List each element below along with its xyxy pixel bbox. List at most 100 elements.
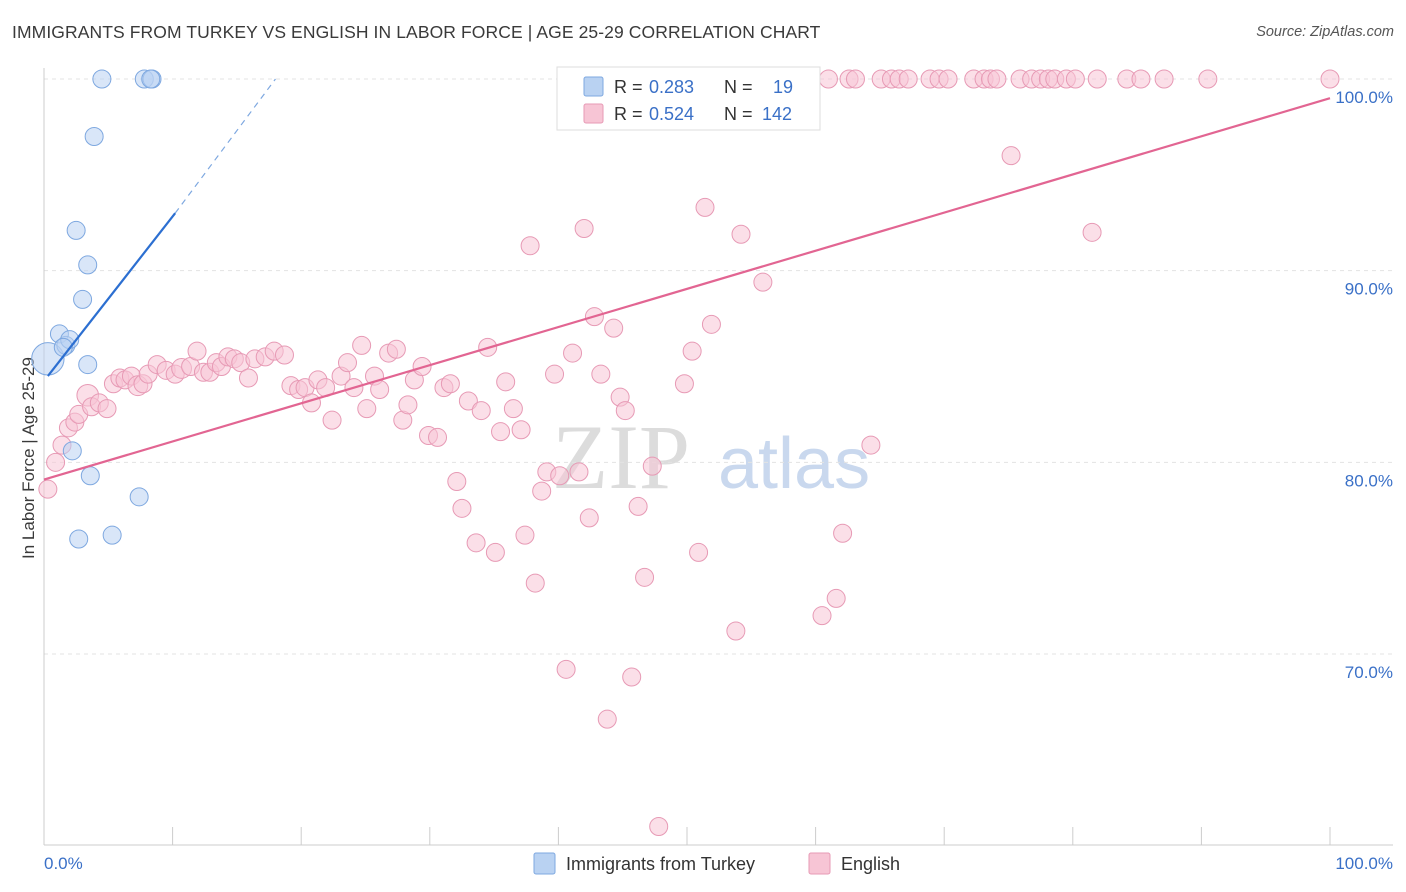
legend-n-label-turkey: N = xyxy=(724,77,753,97)
bottom-legend-swatch-turkey[interactable] xyxy=(533,852,556,875)
scatter-point xyxy=(78,255,98,275)
scatter-point xyxy=(503,399,523,419)
scatter-point xyxy=(628,496,648,516)
scatter-point xyxy=(485,542,505,562)
scatter-point xyxy=(274,345,294,365)
legend-swatch-turkey xyxy=(583,76,604,97)
turkey-points xyxy=(31,69,162,549)
scatter-point xyxy=(337,353,357,373)
scatter-point xyxy=(818,69,838,89)
bottom-legend-label-english[interactable]: English xyxy=(841,854,900,874)
scatter-point xyxy=(73,289,93,309)
scatter-point xyxy=(511,420,531,440)
scatter-point xyxy=(141,69,161,89)
scatter-point xyxy=(898,69,918,89)
y-tick-labels: 70.0% 80.0% 90.0% 100.0% xyxy=(1335,88,1393,682)
chart-source: Source: ZipAtlas.com xyxy=(1256,24,1394,40)
scatter-point xyxy=(579,508,599,528)
scatter-point xyxy=(635,567,655,587)
scatter-point xyxy=(357,399,377,419)
scatter-point xyxy=(556,659,576,679)
scatter-point xyxy=(532,481,552,501)
scatter-point xyxy=(525,573,545,593)
scatter-point xyxy=(466,533,486,553)
scatter-point xyxy=(569,462,589,482)
scatter-point xyxy=(187,341,207,361)
scatter-point xyxy=(622,667,642,687)
trend-line-turkey xyxy=(46,212,177,377)
scatter-point xyxy=(649,817,669,836)
scatter-point xyxy=(701,314,721,334)
legend-r-value-turkey: 0.283 xyxy=(649,77,694,97)
legend-r-value-english: 0.524 xyxy=(649,104,694,124)
scatter-point xyxy=(545,364,565,384)
x-tick-labels: 0.0% 100.0% xyxy=(44,854,1393,873)
scatter-point xyxy=(370,380,390,399)
y-tick-label: 80.0% xyxy=(1345,471,1393,490)
scatter-point xyxy=(861,435,881,455)
series-legend: Immigrants from Turkey English xyxy=(533,852,900,875)
scatter-point xyxy=(46,452,66,472)
scatter-point xyxy=(1154,69,1174,89)
scatter-point xyxy=(452,498,472,518)
scatter-point xyxy=(591,364,611,384)
bottom-legend-label-turkey[interactable]: Immigrants from Turkey xyxy=(566,854,755,874)
scatter-point xyxy=(352,335,372,355)
legend-swatch-english xyxy=(583,103,604,124)
scatter-point xyxy=(695,197,715,217)
scatter-point xyxy=(689,542,709,562)
scatter-point xyxy=(1082,222,1102,242)
scatter-point xyxy=(833,523,853,543)
scatter-point xyxy=(1087,69,1107,89)
scatter-point xyxy=(1001,146,1021,166)
legend-r-label-english: R = xyxy=(614,104,643,124)
trend-line-english xyxy=(43,97,1331,481)
scatter-point xyxy=(102,525,122,545)
axes xyxy=(43,68,1393,846)
scatter-point xyxy=(1198,69,1218,89)
x-tick-label-max: 100.0% xyxy=(1335,854,1393,873)
scatter-point xyxy=(458,391,478,411)
y-tick-label: 70.0% xyxy=(1345,663,1393,682)
scatter-point xyxy=(731,224,751,244)
legend-r-label-turkey: R = xyxy=(614,77,643,97)
scatter-point xyxy=(615,401,635,421)
scatter-point xyxy=(471,401,491,421)
scatter-point xyxy=(66,220,86,240)
y-axis-title: In Labor Force | Age 25-29 xyxy=(19,357,38,559)
scatter-point xyxy=(238,368,258,388)
correlation-legend: R = 0.283 N = 19 R = 0.524 N = 142 xyxy=(556,66,821,131)
scatter-point xyxy=(574,219,594,238)
watermark-zip: ZIP xyxy=(552,406,690,508)
scatter-point xyxy=(845,69,865,89)
scatter-point xyxy=(604,318,624,338)
scatter-point xyxy=(440,374,460,394)
bottom-legend-swatch-english[interactable] xyxy=(808,852,831,875)
scatter-point xyxy=(753,272,773,292)
scatter-point xyxy=(62,441,82,461)
scatter-point xyxy=(563,343,583,363)
legend-n-value-english: 142 xyxy=(762,104,792,124)
legend-n-value-turkey: 19 xyxy=(773,77,793,97)
scatter-point xyxy=(1320,69,1340,89)
scatter-point xyxy=(80,466,100,486)
trend-line-turkey-extension xyxy=(174,78,276,214)
scatter-point xyxy=(447,472,467,491)
scatter-point xyxy=(597,709,617,729)
scatter-point xyxy=(398,395,418,415)
scatter-point xyxy=(812,606,832,626)
scatter-point xyxy=(496,372,516,392)
english-points xyxy=(38,69,1340,836)
scatter-point xyxy=(515,525,535,545)
scatter-point xyxy=(642,456,662,476)
scatter-point xyxy=(84,127,104,146)
scatter-point xyxy=(674,374,694,394)
scatter-point xyxy=(1065,69,1085,89)
y-tick-label: 90.0% xyxy=(1345,280,1393,299)
scatter-point xyxy=(1131,69,1151,89)
scatter-point xyxy=(322,410,342,430)
legend-n-label-english: N = xyxy=(724,104,753,124)
watermark-atlas: atlas xyxy=(718,424,870,504)
y-tick-label: 100.0% xyxy=(1335,88,1393,107)
